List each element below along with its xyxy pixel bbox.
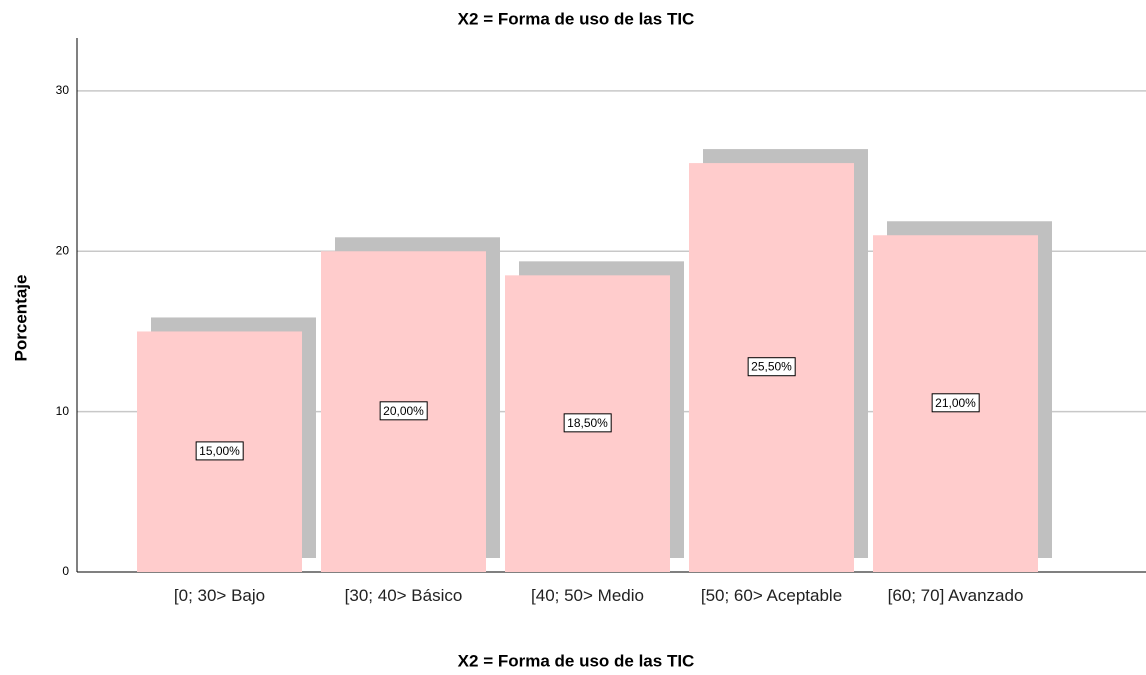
value-label: 18,50%	[567, 416, 608, 430]
x-axis-title: X2 = Forma de uso de las TIC	[458, 651, 695, 670]
x-tick-label: [50; 60> Aceptable	[700, 586, 843, 605]
x-tick-label: [40; 50> Medio	[531, 586, 644, 605]
x-tick-label: [0; 30> Bajo	[173, 586, 266, 605]
chart-title: X2 = Forma de uso de las TIC	[458, 9, 695, 28]
value-label: 25,50%	[751, 360, 792, 374]
y-tick-label: 30	[56, 83, 70, 97]
value-label-box	[747, 357, 796, 377]
value-label-box	[563, 413, 612, 433]
y-axis-title: Porcentaje	[11, 275, 30, 362]
value-label: 20,00%	[383, 404, 424, 418]
y-tick-label: 20	[56, 243, 70, 257]
value-label: 21,00%	[935, 396, 976, 410]
value-label: 15,00%	[199, 444, 240, 458]
value-label-box	[379, 401, 428, 421]
value-label-box	[195, 441, 244, 461]
x-tick-label: [30; 40> Básico	[344, 586, 463, 605]
x-tick-label: [60; 70] Avanzado	[887, 586, 1024, 605]
y-tick-label: 0	[62, 564, 69, 578]
y-tick-label: 10	[56, 404, 70, 418]
value-label-box	[931, 393, 980, 413]
